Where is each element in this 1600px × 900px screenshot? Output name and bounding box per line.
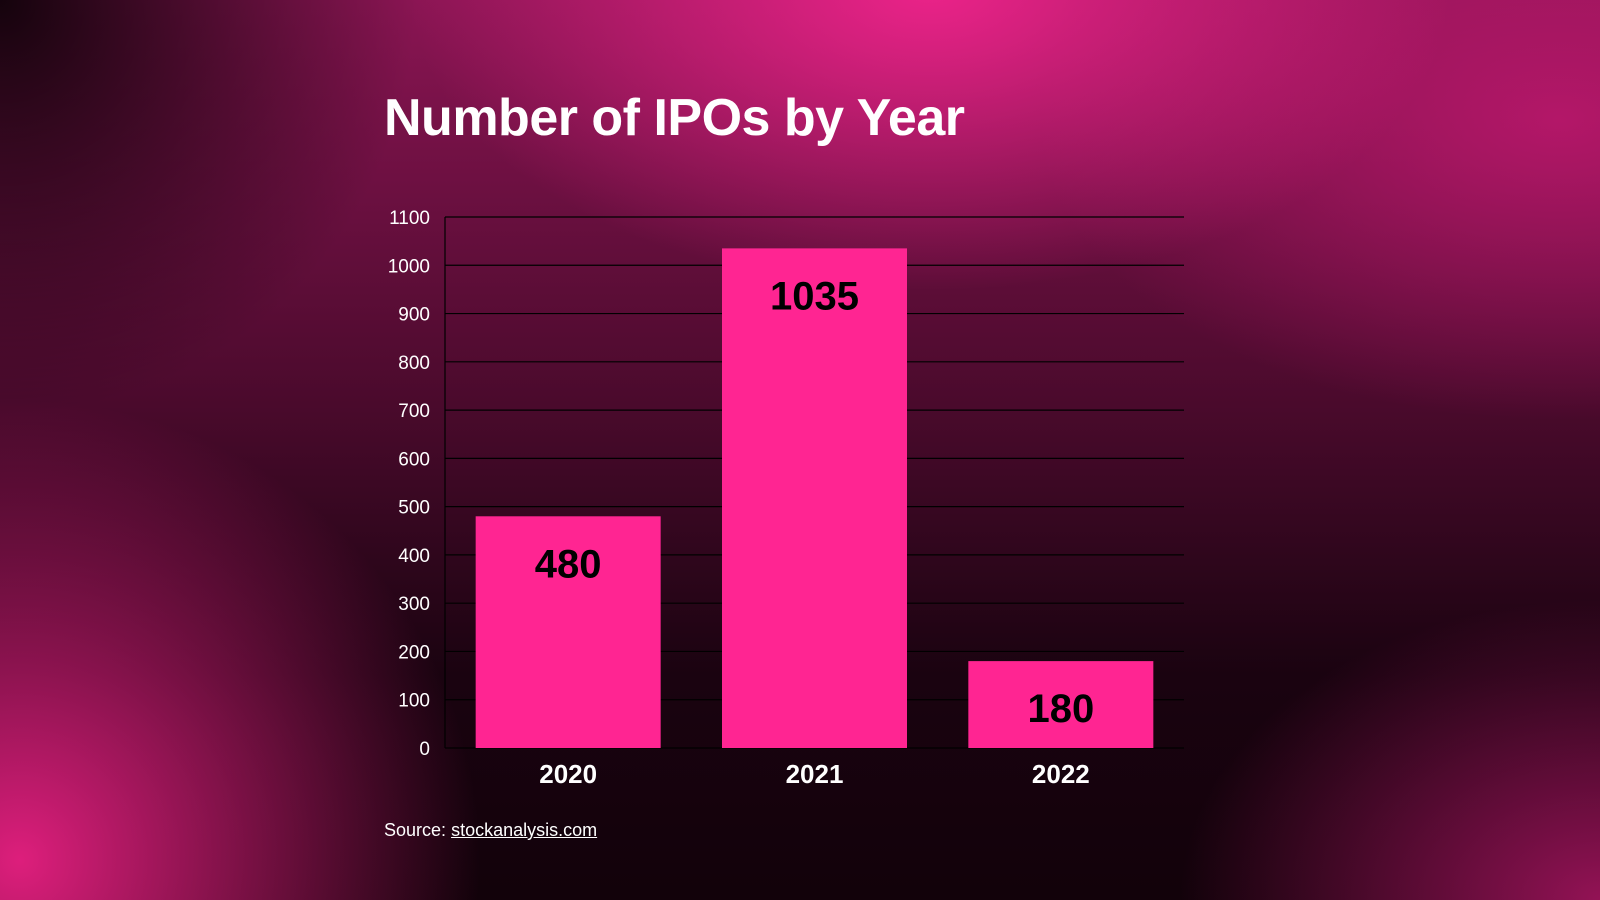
bar-value-label: 480: [535, 542, 602, 586]
bars: 480 1035 180: [475, 248, 1154, 749]
bar-2022: [968, 661, 1154, 748]
y-tick-label: 900: [398, 305, 430, 326]
source-note: Source: stockanalysis.com: [384, 820, 597, 841]
y-tick-label: 1100: [389, 208, 430, 229]
x-tick-label: 2021: [786, 759, 844, 789]
y-tick-label: 0: [419, 739, 430, 760]
bar-2020: [475, 516, 661, 748]
y-tick-label: 800: [398, 353, 430, 374]
source-link[interactable]: stockanalysis.com: [451, 820, 598, 840]
y-tick-label: 1000: [388, 256, 430, 277]
background-vignette: [0, 0, 420, 420]
bar-value-label: 1035: [770, 274, 859, 318]
chart-title: Number of IPOs by Year: [384, 89, 965, 147]
x-tick-label: 2022: [1032, 759, 1090, 789]
source-label: Source:: [384, 820, 447, 840]
y-tick-label: 200: [398, 642, 430, 663]
y-tick-label: 500: [398, 498, 430, 519]
y-tick-label: 300: [398, 594, 430, 615]
bar-2021: [722, 248, 907, 749]
x-axis-ticks: 2020 2021 2022: [539, 759, 1090, 789]
y-tick-label: 700: [398, 401, 430, 422]
y-tick-label: 600: [398, 449, 430, 470]
y-axis-ticks: 0 100 200 300 400 500 600 700 800 900 1000 1100: [388, 208, 430, 760]
y-tick-label: 400: [398, 546, 430, 567]
y-tick-label: 100: [398, 691, 430, 712]
bar-value-label: 180: [1027, 687, 1094, 731]
x-tick-label: 2020: [539, 759, 597, 789]
